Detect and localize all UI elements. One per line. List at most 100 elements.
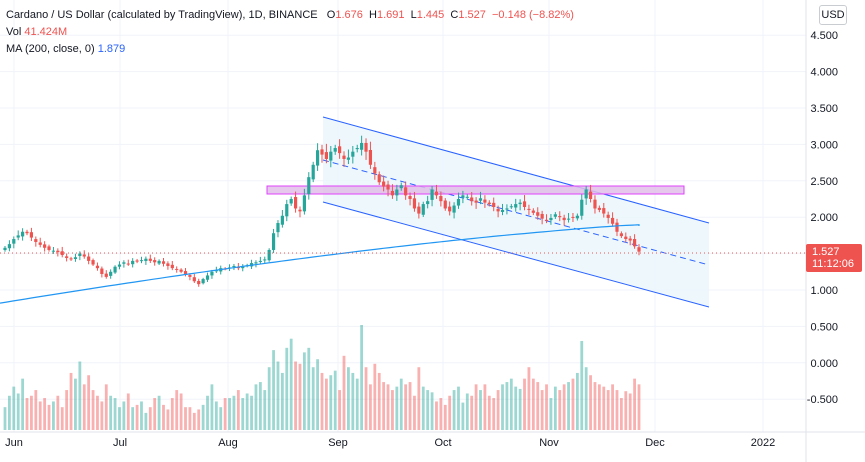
candle-body xyxy=(324,152,329,159)
volume-bar xyxy=(162,404,165,430)
volume-bar xyxy=(492,398,496,430)
symbol-title[interactable]: Cardano / US Dollar (calculated by Tradi… xyxy=(6,9,318,21)
y-tick-label: 0.000 xyxy=(810,358,838,370)
volume-bar xyxy=(25,398,29,430)
volume-bar xyxy=(377,372,381,430)
channel-lower-line[interactable] xyxy=(322,201,710,308)
high-value: 1.691 xyxy=(376,9,405,21)
ma-200-line[interactable] xyxy=(0,224,640,304)
candle-body xyxy=(95,265,100,269)
volume-bar xyxy=(628,393,632,430)
volume-bar xyxy=(267,367,271,430)
resistance-zone[interactable] xyxy=(266,185,685,195)
candle-body xyxy=(426,201,430,205)
candle-body xyxy=(60,251,64,256)
x-tick-label: Sep xyxy=(328,437,348,449)
volume-bar xyxy=(325,378,328,430)
volume-bar xyxy=(254,384,258,430)
candle-body xyxy=(267,249,271,261)
candle-body xyxy=(157,260,161,264)
candle-body xyxy=(298,209,302,212)
volume-bar xyxy=(567,382,570,430)
channel-upper-line[interactable] xyxy=(322,116,710,224)
ma-label[interactable]: MA (200, close, 0) xyxy=(6,43,95,55)
candle-body xyxy=(355,148,359,150)
candle-body xyxy=(395,189,399,196)
candle-body xyxy=(175,268,179,270)
y-tick-label: -0.500 xyxy=(807,394,838,406)
volume-bar xyxy=(461,402,465,430)
price-axis[interactable]: 4.5004.0003.5003.0002.5002.0001.5001.000… xyxy=(807,30,838,406)
currency-button[interactable]: USD xyxy=(819,5,847,25)
volume-bar xyxy=(514,386,518,430)
volume-bar xyxy=(56,395,60,430)
volume-bar xyxy=(505,382,509,430)
volume-label[interactable]: Vol xyxy=(6,26,22,38)
time-axis[interactable]: Jun Jul Aug Sep Oct Nov Dec 2022 xyxy=(5,437,775,449)
volume-bar xyxy=(78,361,82,430)
volume-bar xyxy=(109,395,113,430)
volume-bar xyxy=(338,390,342,430)
candle-body xyxy=(536,212,540,216)
volume-bar xyxy=(118,407,121,430)
volume-bar xyxy=(316,359,319,430)
candle-body xyxy=(285,204,289,217)
candle-body xyxy=(430,189,434,200)
volume-bar xyxy=(184,407,187,430)
volume-bar xyxy=(483,384,487,430)
volume-bar xyxy=(135,404,139,430)
volume-bar xyxy=(47,404,51,430)
candle-body xyxy=(197,280,201,285)
descending-channel[interactable] xyxy=(322,116,710,308)
candle-body xyxy=(346,157,351,160)
candle-body xyxy=(632,239,637,247)
volume-bar xyxy=(562,384,566,430)
volume-bar xyxy=(633,378,636,430)
volume-bar xyxy=(540,390,544,430)
volume-bar xyxy=(65,390,69,430)
candle-body xyxy=(474,200,478,203)
candle-body xyxy=(558,216,562,218)
volume-bar xyxy=(360,325,364,430)
x-tick-label: Aug xyxy=(218,437,238,449)
close-label: C xyxy=(450,9,459,21)
volume-bar xyxy=(404,384,408,430)
x-tick-label: 2022 xyxy=(751,437,775,449)
y-tick-label: 0.500 xyxy=(810,321,838,333)
candle-body xyxy=(461,195,465,198)
candle-body xyxy=(540,213,544,219)
candle-body xyxy=(320,149,324,155)
volume-bar xyxy=(311,367,315,430)
volume-bar xyxy=(611,384,614,430)
volume-bar xyxy=(465,393,469,430)
volume-bar xyxy=(82,384,86,430)
channel-mid-line[interactable] xyxy=(322,159,710,266)
volume-bar xyxy=(214,401,218,430)
volume-bar xyxy=(87,375,91,430)
candle-body xyxy=(104,273,108,277)
candle-body xyxy=(333,148,337,152)
candle-body xyxy=(412,198,417,209)
candle-body xyxy=(544,219,549,221)
candle-body xyxy=(21,231,25,237)
x-tick-label: Jun xyxy=(5,437,23,449)
volume-bar xyxy=(166,409,170,430)
volume-bar xyxy=(245,393,249,430)
candle-body xyxy=(571,216,575,218)
candle-body xyxy=(421,204,425,215)
candle-body xyxy=(566,218,571,220)
volume-bar xyxy=(276,361,280,430)
volume-bar xyxy=(615,390,619,430)
y-tick-label: 1.000 xyxy=(810,285,838,297)
volume-bar xyxy=(21,378,25,430)
volume-bar xyxy=(391,390,394,430)
volume-bar xyxy=(399,378,403,430)
candle-body xyxy=(602,208,606,214)
legend-ohlc-row: Cardano / US Dollar (calculated by Tradi… xyxy=(6,7,574,24)
y-tick-label: 4.500 xyxy=(810,30,838,42)
volume-bar xyxy=(553,386,557,430)
volume-bar xyxy=(307,347,311,430)
candle-body xyxy=(382,181,386,187)
candle-body xyxy=(386,184,390,190)
